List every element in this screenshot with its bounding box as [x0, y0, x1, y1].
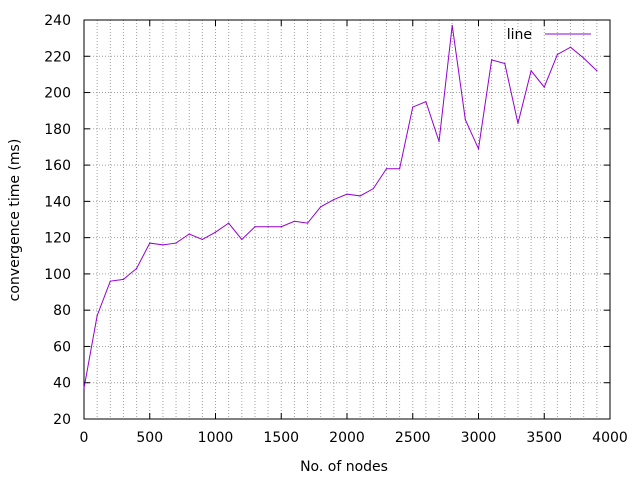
- data-point: [543, 86, 545, 88]
- y-tick-label: 240: [44, 13, 71, 29]
- data-point: [267, 226, 269, 228]
- legend: line: [507, 27, 591, 43]
- series-layer: [83, 24, 598, 389]
- y-tick-label: 120: [44, 231, 71, 247]
- grid: [84, 20, 610, 419]
- data-point: [464, 119, 466, 121]
- x-tick-label: 0: [80, 430, 89, 446]
- data-point: [399, 168, 401, 170]
- y-tick-label: 200: [44, 86, 71, 102]
- series-line: [83, 25, 598, 389]
- y-tick-label: 40: [53, 376, 71, 392]
- x-tick-label: 2000: [329, 430, 365, 446]
- y-axis-label: convergence time (ms): [7, 139, 23, 302]
- data-point: [412, 106, 414, 108]
- data-point: [306, 222, 309, 224]
- data-point: [149, 242, 151, 244]
- y-tick-label: 160: [44, 158, 71, 174]
- x-tick-label: 2500: [395, 430, 431, 446]
- x-tick-label: 3500: [526, 430, 562, 446]
- y-tick-label: 140: [44, 194, 71, 210]
- data-point: [385, 168, 388, 170]
- y-tick-label: 80: [53, 303, 71, 319]
- data-point: [438, 140, 440, 143]
- data-point: [372, 188, 374, 190]
- data-point: [477, 148, 480, 150]
- data-point: [175, 242, 177, 244]
- data-point: [556, 53, 559, 56]
- data-point: [109, 280, 111, 282]
- x-tick-label: 1500: [263, 430, 299, 446]
- data-point: [333, 198, 335, 201]
- data-point: [280, 226, 282, 228]
- data-point: [122, 278, 125, 280]
- axis-ticks: 20 40 60 80 100 120 140 160 180 200 220 240 0 500 1000…: [44, 13, 628, 446]
- data-point: [491, 59, 493, 61]
- data-point: [530, 70, 532, 72]
- data-point: [569, 46, 572, 48]
- data-point: [504, 62, 506, 65]
- data-point: [596, 70, 598, 72]
- data-point: [162, 244, 164, 246]
- data-point: [451, 24, 453, 27]
- data-point: [241, 238, 243, 241]
- data-point: [359, 195, 361, 197]
- data-point: [214, 231, 217, 233]
- data-point: [517, 122, 519, 124]
- x-tick-label: 4000: [592, 430, 628, 446]
- data-point: [254, 226, 256, 228]
- data-point: [346, 193, 348, 195]
- y-tick-label: 20: [53, 412, 71, 428]
- data-point: [96, 315, 98, 317]
- data-point: [228, 222, 230, 224]
- y-tick-label: 180: [44, 122, 71, 138]
- data-point: [583, 57, 585, 59]
- data-point: [293, 220, 295, 222]
- x-axis-label: No. of nodes: [300, 459, 388, 475]
- y-tick-label: 60: [53, 339, 71, 355]
- x-tick-label: 1000: [198, 430, 234, 446]
- data-point: [425, 101, 427, 103]
- legend-label: line: [507, 27, 532, 43]
- x-tick-label: 3000: [461, 430, 497, 446]
- data-point: [320, 206, 322, 208]
- data-point: [201, 238, 203, 241]
- data-point: [136, 267, 138, 270]
- y-tick-label: 220: [44, 49, 71, 65]
- data-point: [188, 233, 190, 235]
- y-tick-label: 100: [44, 267, 71, 283]
- x-tick-label: 500: [136, 430, 163, 446]
- data-point: [83, 387, 85, 389]
